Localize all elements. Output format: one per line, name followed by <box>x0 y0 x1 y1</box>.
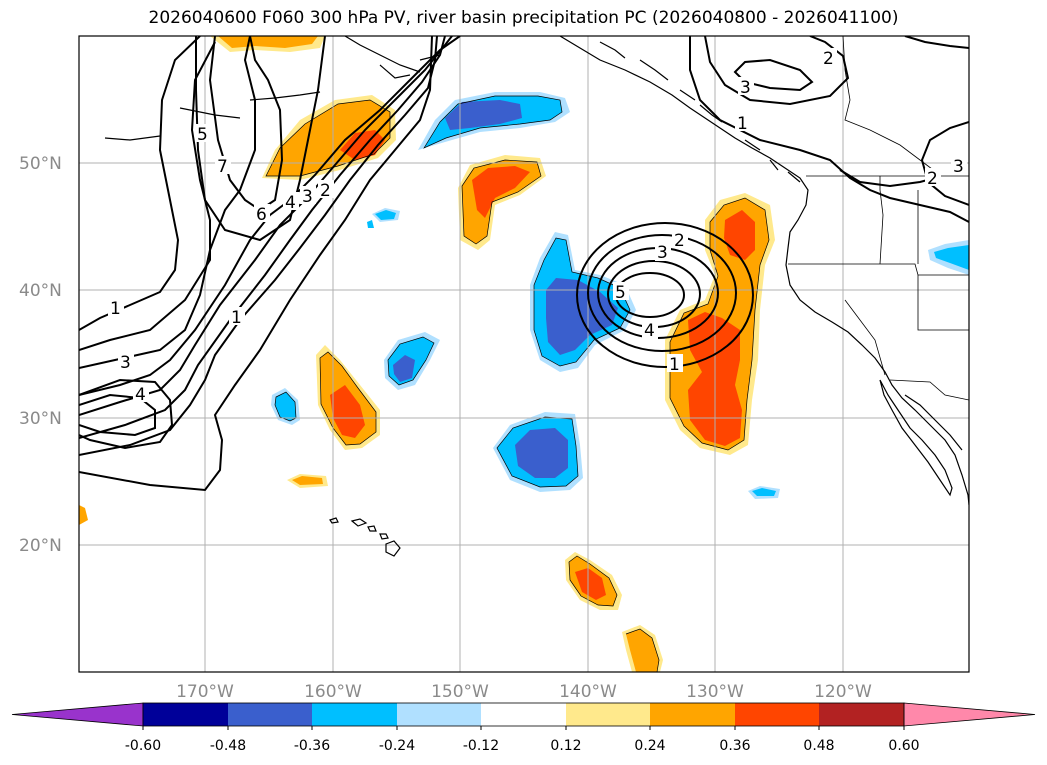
lon-label: 170°W <box>176 682 234 702</box>
colorbar <box>11 702 1036 730</box>
lat-label: 50°N <box>19 154 62 174</box>
contour-label: 3 <box>302 187 313 207</box>
lon-label: 150°W <box>431 682 489 702</box>
contour-labels: 2 3 4 5 1 1 1 2 3 4 6 7 5 3 <box>108 48 967 405</box>
contour-label: 6 <box>256 205 267 225</box>
lat-label: 20°N <box>19 536 62 556</box>
anomaly-patch <box>275 392 296 421</box>
anomaly-patch <box>752 488 776 496</box>
anomaly-patch <box>445 100 522 130</box>
colorbar-segment <box>143 703 228 726</box>
anomaly-patch <box>472 166 530 218</box>
colorbar-segment <box>735 703 819 726</box>
map-frame <box>78 35 970 673</box>
contour-label: 2 <box>823 49 834 69</box>
contour-label: 7 <box>217 157 228 177</box>
colorbar-segment <box>481 703 566 726</box>
anomaly-patch <box>330 385 365 438</box>
contour-label: 5 <box>197 125 208 145</box>
colorbar-tick-label: -0.12 <box>463 738 499 754</box>
colorbar-segment <box>819 703 904 726</box>
contour-label: 2 <box>927 169 938 189</box>
anomaly-patch <box>626 629 659 672</box>
colorbar-tick-label: -0.24 <box>379 738 415 754</box>
contour-label: 2 <box>674 231 685 251</box>
longitude-labels: 170°W 160°W 150°W 140°W 130°W 120°W <box>176 682 872 702</box>
contour-label: 3 <box>657 243 668 263</box>
contour-label: 4 <box>135 385 146 405</box>
map-background <box>79 36 969 672</box>
colorbar-frame <box>142 702 905 727</box>
colorbar-extend-high <box>903 702 1036 727</box>
colorbar-tick-label: 0.24 <box>634 738 665 754</box>
lon-label: 130°W <box>686 682 744 702</box>
pv-contour <box>576 222 754 368</box>
colorbar-extend-low <box>11 702 144 727</box>
lon-label: 160°W <box>304 682 362 702</box>
contour-label: 1 <box>110 299 121 319</box>
pv-contour <box>587 234 737 352</box>
contour-label: 3 <box>740 78 751 98</box>
anomaly-patch <box>934 245 969 270</box>
anomaly-patch <box>340 130 385 160</box>
map-content: 2 3 4 5 1 1 1 2 3 4 6 7 5 3 <box>79 36 969 672</box>
colorbar-tick-label: -0.48 <box>210 738 246 754</box>
lon-label: 140°W <box>559 682 617 702</box>
contour-label: 3 <box>120 353 131 373</box>
coastlines <box>104 36 969 557</box>
colorbar-tick-labels: -0.60 -0.48 -0.36 -0.24 -0.12 0.12 0.24 … <box>125 738 920 754</box>
anomaly-patch <box>575 568 606 600</box>
colorbar-tick-label: -0.60 <box>125 738 161 754</box>
anomaly-patch <box>515 428 568 478</box>
lat-label: 30°N <box>19 409 62 429</box>
positive-anomaly-areas <box>79 36 775 672</box>
colorbar-segment <box>312 703 397 726</box>
anomaly-patch <box>292 476 323 485</box>
colorbar-tick-label: 0.60 <box>888 738 919 754</box>
colorbar-segment <box>397 703 481 726</box>
country-borders <box>788 36 969 401</box>
anomaly-patch <box>79 505 88 525</box>
lat-label: 40°N <box>19 281 62 301</box>
contour-label: 4 <box>285 193 296 213</box>
contour-label: 1 <box>737 114 748 134</box>
latitude-labels: 50°N 40°N 30°N 20°N <box>19 154 62 556</box>
lon-label: 120°W <box>814 682 872 702</box>
colorbar-tick-label: 0.48 <box>803 738 834 754</box>
colorbar-tick-label: 0.36 <box>719 738 750 754</box>
anomaly-patch <box>367 220 374 228</box>
colorbar-segment <box>650 703 735 726</box>
anomaly-patch <box>393 355 415 382</box>
anomaly-patch <box>218 36 318 48</box>
colorbar-segment <box>566 703 650 726</box>
colorbar-segment <box>228 703 312 726</box>
colorbar-tick-label: 0.12 <box>550 738 581 754</box>
contour-label: 4 <box>644 321 655 341</box>
contour-label: 1 <box>669 355 680 375</box>
pv-contours <box>79 36 969 492</box>
contour-label: 1 <box>231 308 242 328</box>
contour-label: 3 <box>953 157 964 177</box>
colorbar-tick-label: -0.36 <box>294 738 330 754</box>
contour-label: 2 <box>320 181 331 201</box>
anomaly-patch <box>375 210 396 220</box>
contour-label: 5 <box>615 283 626 303</box>
map-title: 2026040600 F060 300 hPa PV, river basin … <box>148 8 899 28</box>
